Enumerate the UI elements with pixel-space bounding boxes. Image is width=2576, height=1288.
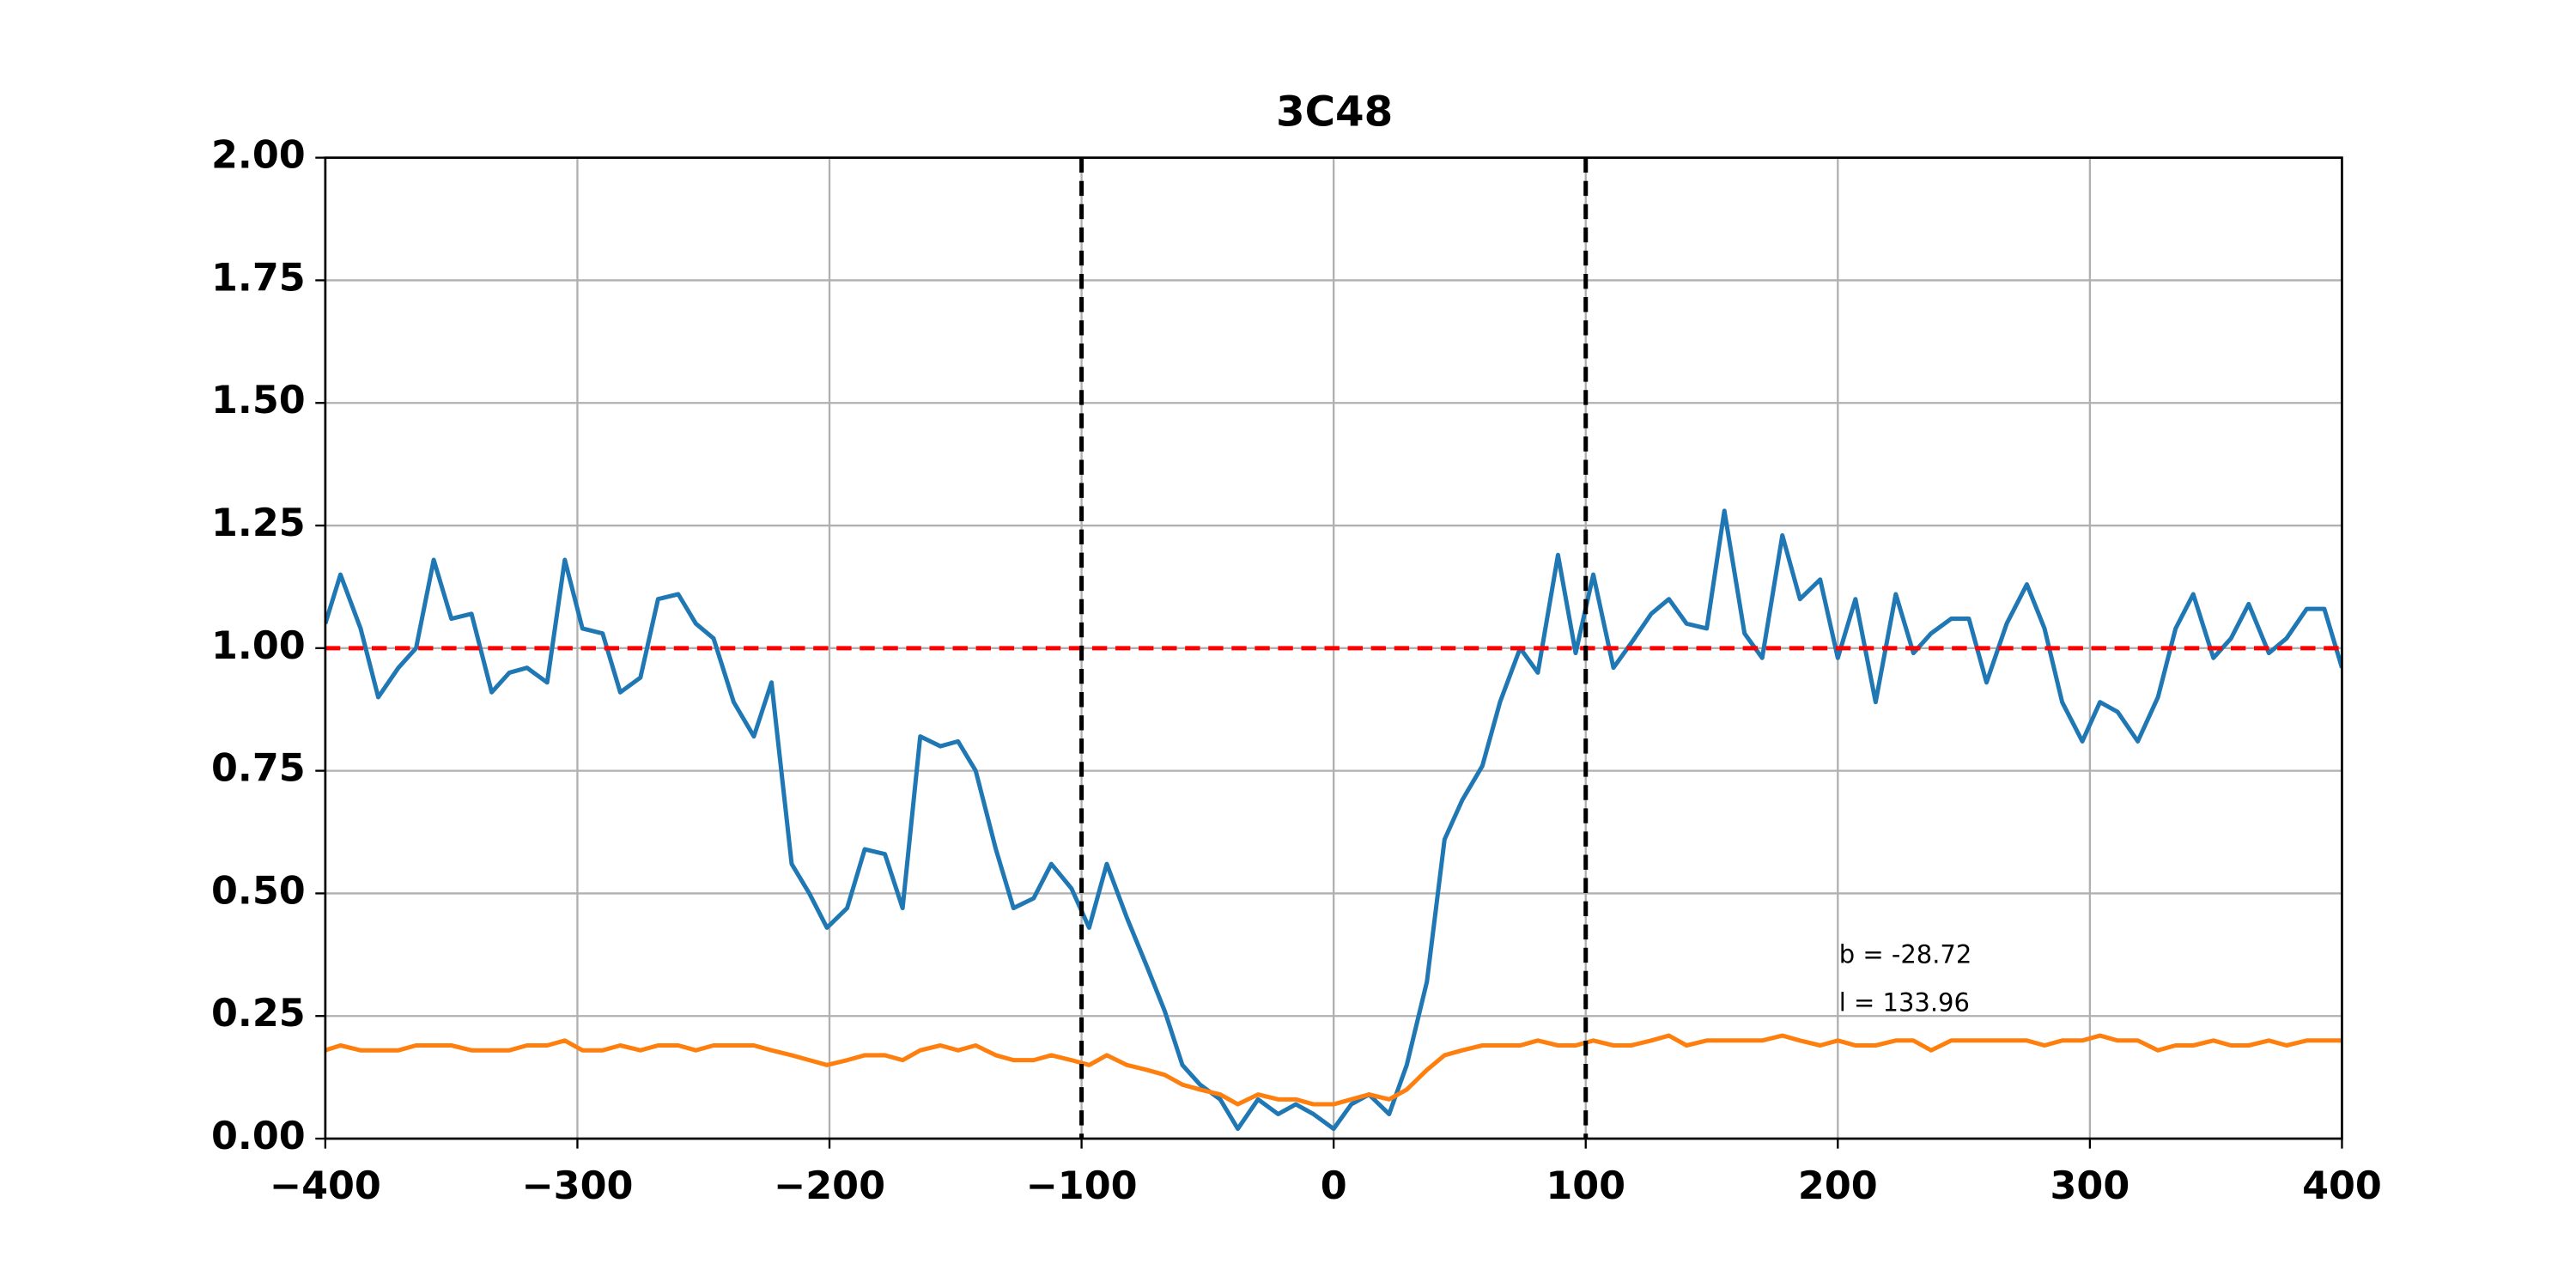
- x-tick-label: −300: [521, 1164, 633, 1208]
- y-tick-label: 0.50: [211, 869, 306, 913]
- plot-frame: [324, 156, 2343, 1140]
- x-tick-label: −100: [1026, 1164, 1138, 1208]
- y-tick-label: 0.25: [211, 992, 306, 1036]
- x-tick-label: −200: [774, 1164, 885, 1208]
- annotation: b = -28.72: [1839, 939, 1972, 969]
- x-tick-label: −400: [270, 1164, 381, 1208]
- x-tick-label: 300: [2050, 1164, 2129, 1208]
- chart-title: 3C48: [1276, 88, 1393, 136]
- x-tick-label: 400: [2302, 1164, 2382, 1208]
- y-tick-label: 0.75: [211, 747, 306, 791]
- y-tick-label: 1.50: [211, 379, 306, 422]
- y-tick-label: 0.00: [211, 1115, 306, 1158]
- data-line: [325, 1033, 2342, 1107]
- x-tick-label: 100: [1546, 1164, 1625, 1208]
- data-line: [325, 508, 2342, 1132]
- x-tick-label: 0: [1321, 1164, 1347, 1208]
- x-tick-label: 200: [1798, 1164, 1878, 1208]
- y-tick-label: 1.25: [211, 501, 306, 545]
- y-tick-label: 1.75: [211, 256, 306, 300]
- y-tick-label: 1.00: [211, 624, 306, 668]
- y-tick-label: 2.00: [211, 134, 306, 178]
- annotation: l = 133.96: [1839, 987, 1970, 1017]
